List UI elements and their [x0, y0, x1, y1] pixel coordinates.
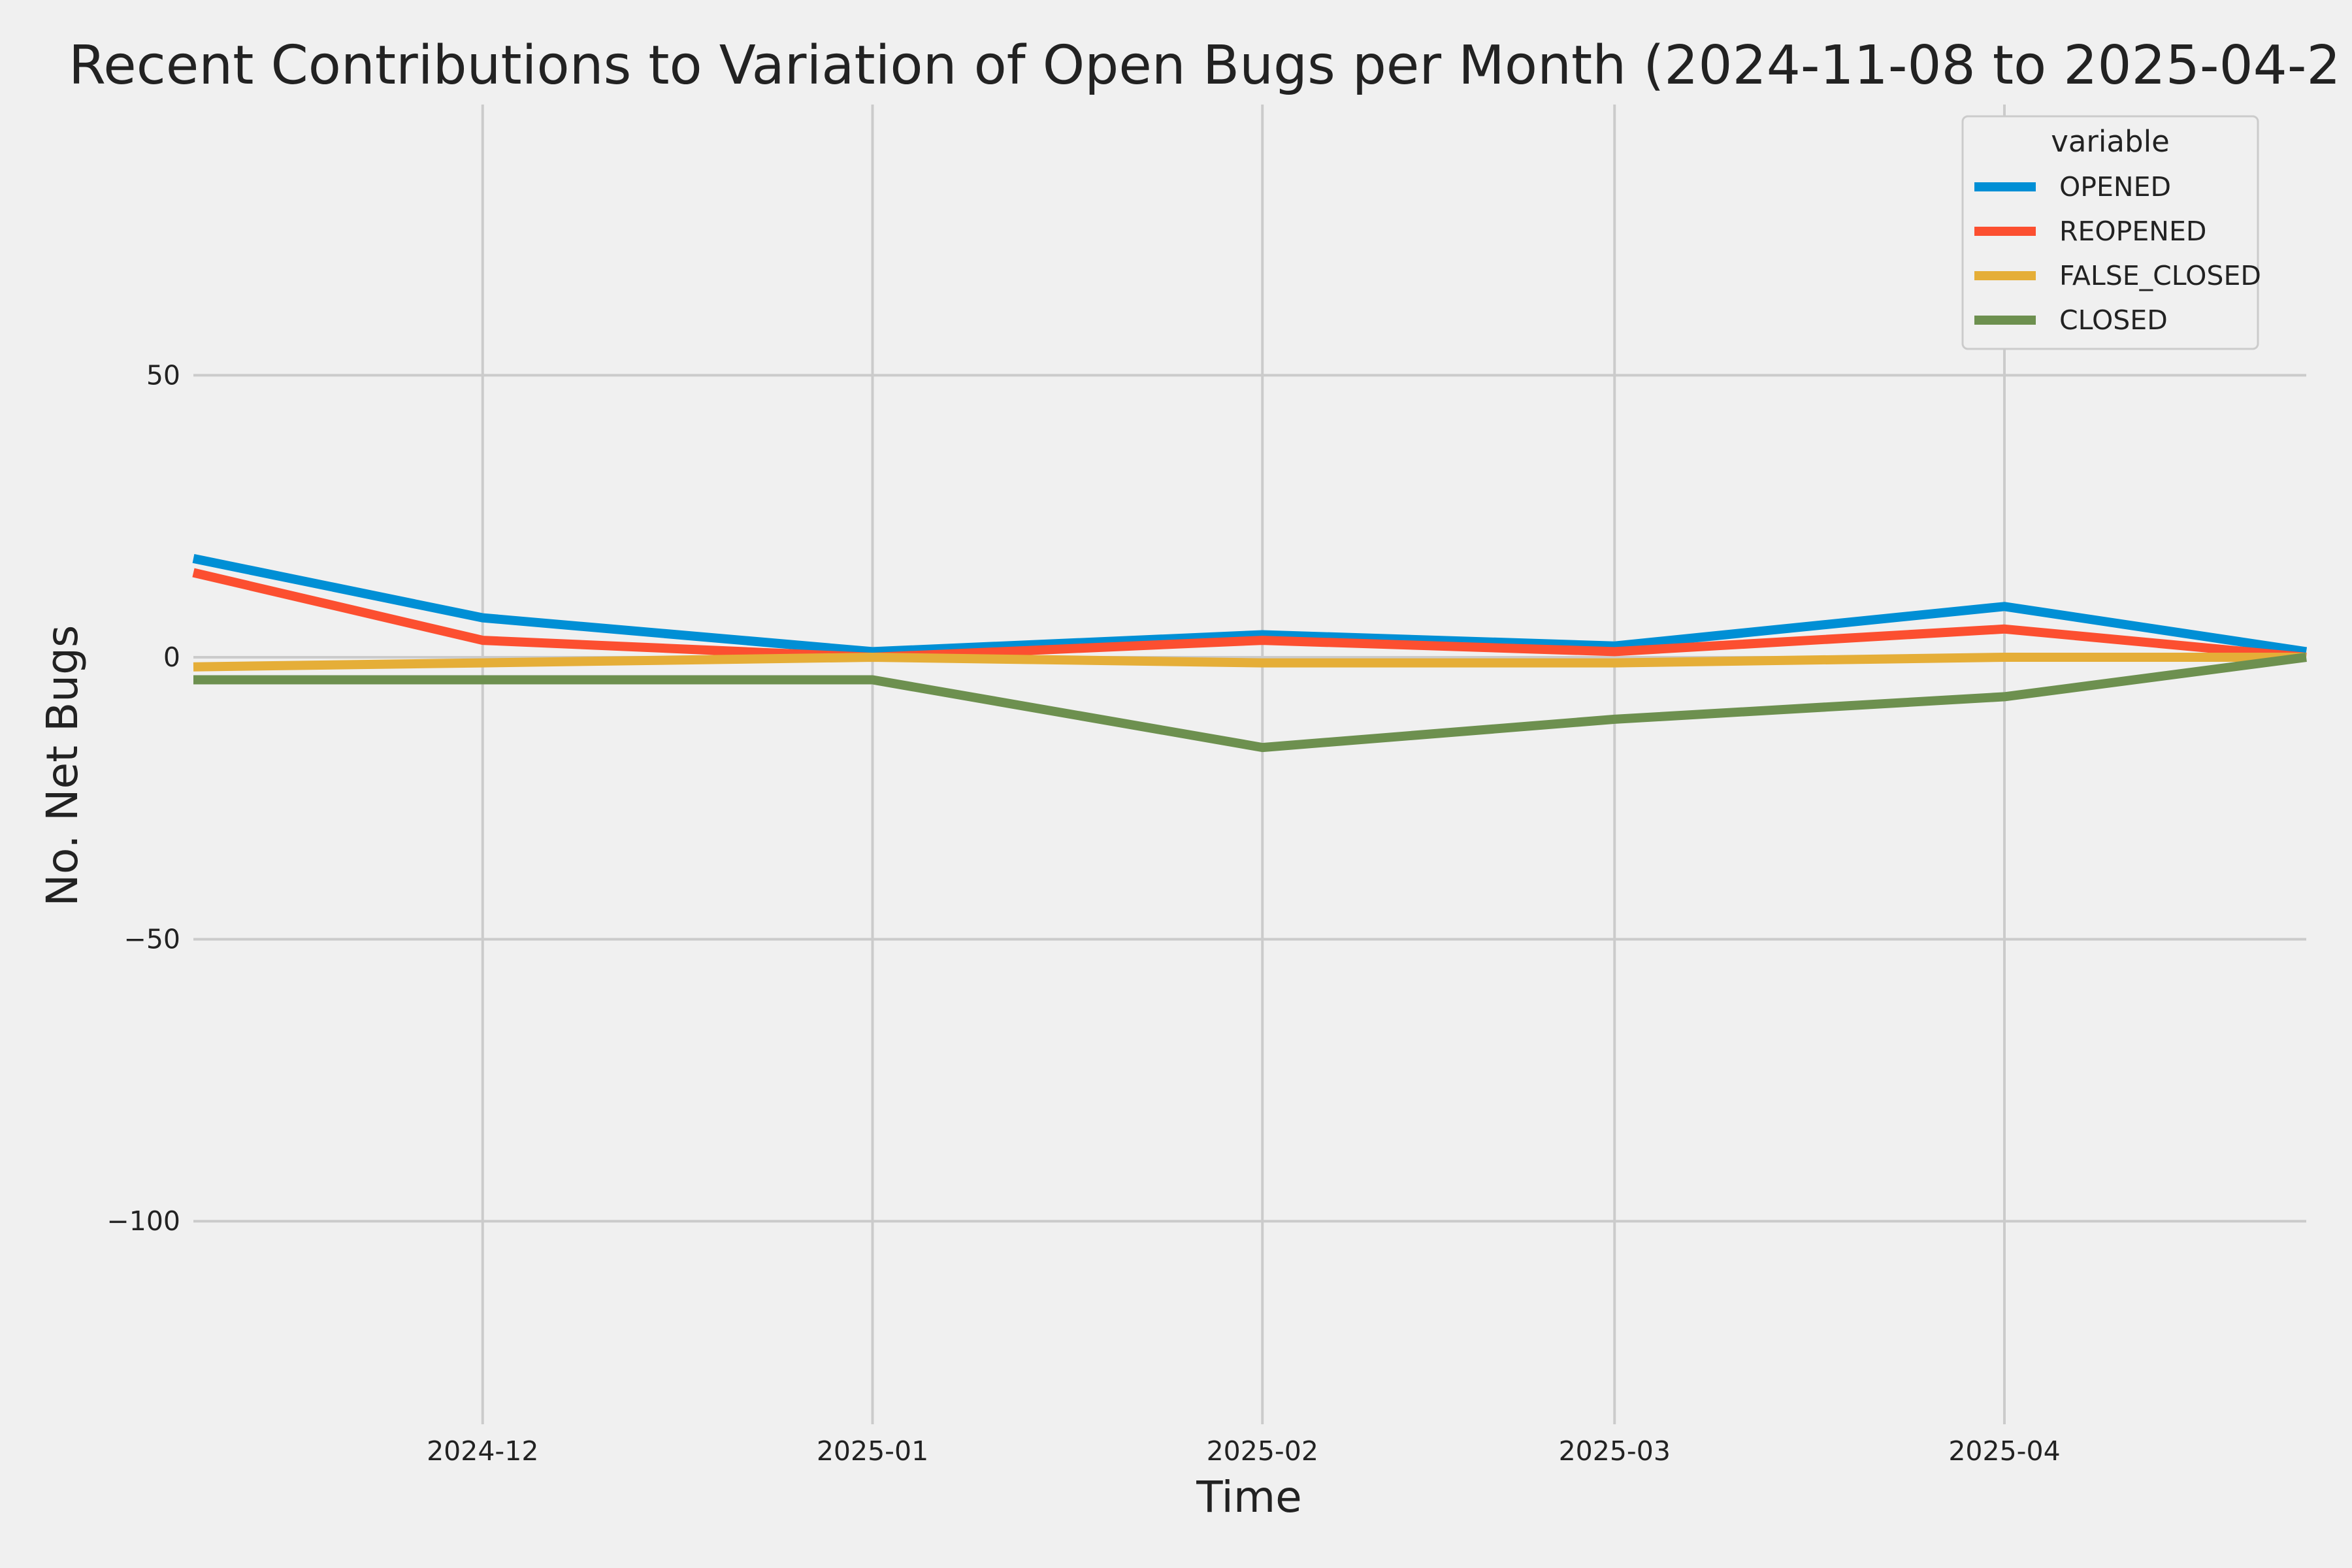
- legend-box: [1961, 115, 2259, 350]
- y-tick-label: 0: [163, 642, 180, 673]
- x-tick-label: 2025-02: [1207, 1435, 1318, 1467]
- chart-title: Recent Contributions to Variation of Ope…: [69, 35, 2341, 97]
- legend-title: variable: [2051, 124, 2170, 159]
- legend-label: OPENED: [2059, 171, 2171, 203]
- x-tick-label: 2025-01: [817, 1435, 928, 1467]
- series-line-opened: [192, 554, 2308, 657]
- series-line-reopened: [192, 568, 2307, 662]
- y-axis-label: No. Net Bugs: [37, 625, 88, 907]
- y-tick-label: 50: [146, 359, 180, 391]
- y-tick-label: −100: [106, 1205, 180, 1237]
- x-axis-label: Time: [1196, 1472, 1302, 1522]
- series-line-false-closed: [193, 653, 2306, 672]
- legend-label: CLOSED: [2059, 304, 2168, 336]
- legend-items: OPENED REOPENED FALSE_CLOSED CLOSED: [1974, 171, 2261, 336]
- legend: variable OPENED REOPENED FALSE_CLOSED CLOSE…: [1961, 115, 2261, 350]
- y-tick-label: −50: [123, 924, 180, 955]
- x-tick-label: 2024-12: [427, 1435, 538, 1467]
- legend-label: REOPENED: [2059, 216, 2206, 247]
- legend-label: FALSE_CLOSED: [2059, 260, 2261, 291]
- x-tick-label: 2025-04: [1948, 1435, 2060, 1467]
- x-tick-label: 2025-03: [1559, 1435, 1671, 1467]
- tick-labels: 2024-12 2025-01 2025-02 2025-03 2025-04 50 0 −5…: [106, 359, 2060, 1467]
- series-line-closed: [193, 653, 2307, 753]
- series-lines: [192, 554, 2308, 753]
